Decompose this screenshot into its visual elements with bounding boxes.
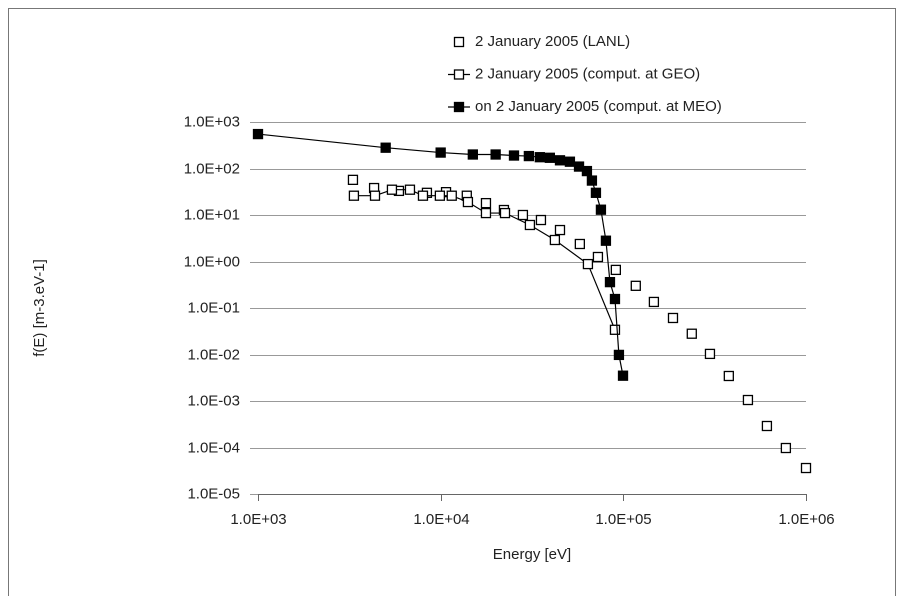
legend-label: on 2 January 2005 (comput. at MEO) (475, 98, 722, 115)
y-axis-label: f(E) [m-3.eV-1] (31, 259, 48, 357)
y-tick-label: 1.0E-04 (187, 439, 240, 456)
data-point (613, 349, 625, 361)
series-line (257, 133, 624, 376)
data-point (435, 147, 446, 158)
x-tick-label: 1.0E+05 (595, 511, 651, 528)
data-point (480, 207, 492, 219)
y-tick-label: 1.0E-03 (187, 392, 240, 409)
data-point (347, 174, 359, 186)
data-point (742, 394, 754, 406)
data-point (780, 442, 792, 454)
legend-marker (453, 69, 465, 80)
data-point (508, 150, 520, 161)
data-point (609, 324, 621, 335)
data-point (467, 149, 478, 160)
data-point (761, 420, 773, 432)
data-point (574, 238, 585, 250)
y-tick-label: 1.0E+00 (184, 253, 240, 270)
chart-frame (8, 8, 896, 596)
data-point (517, 209, 529, 221)
data-point (590, 187, 602, 198)
data-point (544, 152, 555, 163)
x-tick-label: 1.0E+06 (778, 511, 834, 528)
data-point (499, 207, 511, 219)
data-point (604, 276, 616, 288)
y-tick-label: 1.0E+02 (184, 160, 240, 177)
data-point (462, 196, 474, 208)
legend-label: 2 January 2005 (LANL) (475, 33, 630, 50)
x-tick-label: 1.0E+04 (413, 511, 469, 528)
data-point (667, 312, 679, 324)
data-point (582, 258, 594, 270)
data-point (490, 149, 501, 160)
y-tick-label: 1.0E+01 (184, 206, 240, 223)
y-tick-label: 1.0E+03 (184, 113, 240, 130)
data-point (592, 251, 604, 263)
y-tick-label: 1.0E-05 (187, 485, 240, 502)
data-point (434, 190, 446, 201)
data-point (417, 190, 429, 201)
data-point (480, 197, 492, 209)
data-point (686, 328, 697, 339)
data-point (800, 462, 812, 474)
x-axis-label: Energy [eV] (493, 546, 571, 563)
data-point (595, 204, 607, 215)
data-point (581, 165, 593, 177)
data-point (549, 234, 561, 246)
data-point (610, 264, 622, 276)
data-point (586, 175, 598, 186)
data-point (386, 184, 398, 195)
legend-label: 2 January 2005 (comput. at GEO) (475, 65, 700, 82)
data-point (609, 293, 621, 305)
data-point (554, 155, 566, 166)
data-point (380, 142, 391, 153)
y-tick-label: 1.0E-01 (187, 299, 240, 316)
data-point (600, 235, 612, 246)
data-point (535, 214, 547, 226)
data-point (523, 150, 535, 162)
data-point (524, 219, 536, 231)
data-point (630, 280, 641, 291)
data-point (648, 296, 660, 308)
data-point (404, 184, 416, 195)
data-point (252, 128, 264, 140)
legend-marker (453, 36, 465, 48)
legend-marker (453, 101, 465, 113)
data-point (554, 224, 566, 236)
data-point (348, 190, 360, 201)
x-tick-label: 1.0E+03 (230, 511, 286, 528)
data-point (617, 370, 629, 381)
data-point (369, 190, 381, 201)
data-point (446, 190, 457, 201)
data-point (534, 152, 545, 163)
data-point (704, 348, 716, 360)
data-point (723, 370, 734, 382)
data-point (564, 156, 576, 167)
y-tick-label: 1.0E-02 (187, 346, 240, 363)
